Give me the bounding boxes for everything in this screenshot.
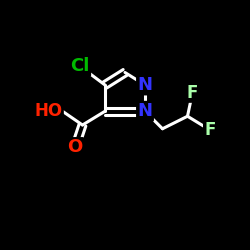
Text: N: N <box>138 102 152 120</box>
Text: N: N <box>138 76 152 94</box>
Text: F: F <box>204 121 216 139</box>
Text: O: O <box>68 138 82 156</box>
Text: Cl: Cl <box>70 57 90 75</box>
Text: F: F <box>187 84 198 102</box>
Text: HO: HO <box>34 102 62 120</box>
